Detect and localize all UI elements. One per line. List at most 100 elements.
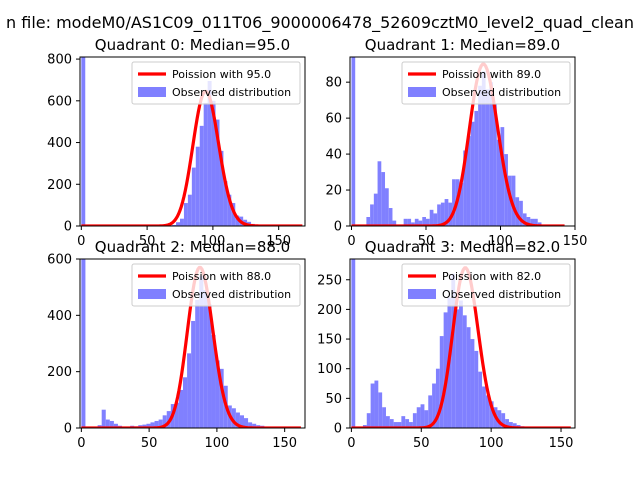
x-tick-label: 0 — [347, 234, 355, 249]
y-tick-label: 60 — [325, 112, 342, 127]
histogram-bar — [504, 154, 508, 226]
quadrant-1-legend: Poission with 89.0 Observed distribution — [401, 61, 571, 105]
histogram-bar — [537, 222, 542, 226]
histogram-bar — [474, 350, 479, 428]
histogram-bar — [366, 413, 371, 428]
histogram-bar — [382, 407, 386, 428]
histogram-bar — [142, 424, 147, 428]
legend-label-poisson: Poission with 89.0 — [442, 68, 541, 81]
x-tick-label: 0 — [77, 436, 85, 451]
y-tick-label: 200 — [47, 365, 72, 380]
legend-label-poisson: Poission with 88.0 — [172, 270, 271, 283]
histogram-bar — [211, 100, 216, 226]
histogram-bar — [172, 224, 177, 226]
histogram-bar — [501, 413, 506, 428]
y-tick-label: 400 — [47, 309, 72, 324]
histogram-bar — [146, 423, 151, 428]
histogram-bar — [411, 222, 415, 226]
legend-box — [401, 61, 571, 105]
histogram-bar — [113, 423, 118, 428]
histogram-bar — [392, 220, 397, 226]
histogram-bar — [412, 413, 417, 428]
histogram-bar — [180, 218, 184, 226]
histogram-bar — [191, 320, 196, 428]
histogram-bar — [195, 299, 200, 428]
histogram-bar — [199, 275, 204, 428]
y-tick-label: 200 — [317, 303, 342, 318]
quadrant-0-axes: 0 50 100 150 0 200 400 600 800 Quadrant 0: Median… — [47, 36, 306, 249]
y-tick-label: 0 — [334, 220, 342, 235]
histogram-bar — [470, 339, 475, 428]
histogram-bar — [508, 422, 513, 428]
histogram-bar — [500, 127, 505, 226]
histogram-bar — [195, 146, 200, 226]
figure-suptitle: n file: modeM0/AS1C09_011T06_9000006478_… — [6, 13, 634, 33]
histogram-bar — [424, 410, 429, 428]
axes-frame — [79, 56, 306, 227]
histogram-bar — [432, 383, 436, 428]
histogram-bar — [187, 353, 192, 428]
y-tick-label: 0 — [64, 422, 72, 437]
y-tick-label: 0 — [64, 220, 72, 235]
x-tick-label: 150 — [272, 436, 297, 451]
histogram-bar — [176, 222, 180, 226]
legend-patch-marker — [408, 289, 436, 299]
histogram-bar — [388, 208, 393, 226]
legend-label-observed: Observed distribution — [172, 86, 291, 99]
histogram-bar — [378, 392, 383, 428]
x-tick-label: 100 — [488, 234, 513, 249]
histogram-bar — [109, 420, 114, 428]
y-tick-label: 80 — [325, 76, 342, 91]
histogram-bar — [81, 259, 86, 428]
histogram-bar — [452, 179, 456, 226]
histogram-bar — [244, 418, 249, 428]
legend-label-observed: Observed distribution — [172, 288, 291, 301]
histogram-bar — [482, 386, 486, 428]
histogram-bar — [150, 422, 155, 428]
x-tick-label: 100 — [479, 436, 504, 451]
y-tick-label: 50 — [325, 392, 342, 407]
y-tick-label: 250 — [317, 273, 342, 288]
histogram-bar — [374, 380, 379, 428]
histogram-bar — [496, 139, 501, 226]
y-tick-label: 0 — [334, 422, 342, 437]
x-tick-label: 50 — [413, 436, 430, 451]
histogram-bar — [162, 415, 167, 428]
histogram-bar — [416, 407, 421, 428]
histogram-bar — [401, 416, 406, 428]
histogram-bar — [351, 57, 356, 226]
quadrant-2-title: Quadrant 2: Median=88.0 — [95, 238, 290, 256]
legend-box — [131, 263, 301, 307]
histogram-bar — [466, 136, 471, 226]
quadrant-2-legend: Poission with 88.0 Observed distribution — [131, 263, 301, 307]
histogram-bar — [403, 218, 408, 226]
histogram-bar — [493, 103, 497, 226]
legend-label-poisson: Poission with 82.0 — [442, 270, 541, 283]
histogram-bar — [385, 188, 389, 226]
histogram-bar — [227, 194, 232, 226]
y-tick-label: 600 — [47, 94, 72, 109]
histogram-bar — [187, 194, 192, 226]
histogram-bar — [203, 289, 208, 428]
histogram-bar — [377, 161, 382, 226]
histogram-bar — [174, 402, 179, 428]
histogram-bar — [154, 420, 159, 428]
histogram-bar — [105, 419, 110, 428]
histogram-bar — [239, 415, 245, 428]
histogram-bar — [444, 199, 449, 226]
quadrant-3-legend: Poission with 82.0 Observed distribution — [401, 263, 571, 307]
histogram-bar — [231, 203, 236, 226]
histogram-bar — [422, 217, 426, 226]
histogram-bar — [489, 401, 494, 428]
histogram-bar — [451, 273, 456, 428]
histogram-bar — [435, 368, 440, 428]
histogram-bar — [366, 217, 371, 226]
histogram-bar — [81, 57, 86, 226]
y-tick-label: 100 — [317, 362, 342, 377]
quadrant-1-axes: 0 50 100 150 0 20 40 60 80 Quadrant 1: Median=89.… — [325, 36, 587, 249]
histogram-bar — [466, 327, 471, 428]
quadrant-1-plot-area — [351, 57, 565, 226]
histogram-bar — [207, 304, 212, 428]
histogram-bar — [389, 419, 394, 428]
